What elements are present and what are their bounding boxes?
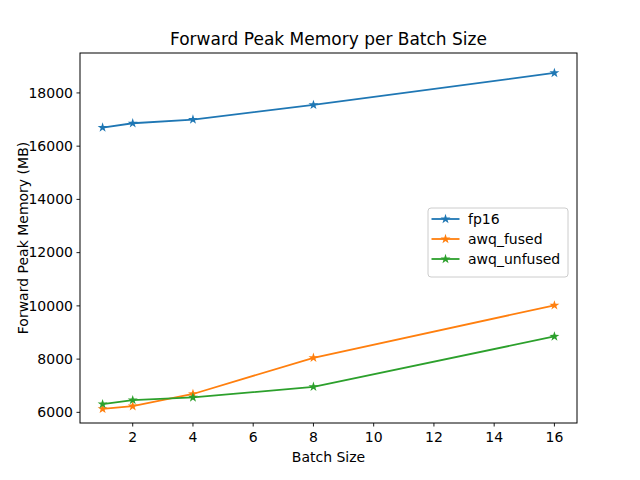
plot-area: 2 4 6 8 10 12 14 16 6000 8000 10000 12000 14000 16000… [0, 0, 640, 480]
markers-fp16 [98, 68, 560, 132]
y-tick-label: 12000 [28, 244, 73, 260]
markers-awq_unfused [98, 331, 560, 408]
chart-title: Forward Peak Memory per Batch Size [80, 30, 577, 49]
line-fp16 [103, 73, 555, 128]
line-awq_unfused [103, 336, 555, 404]
y-tick-label: 16000 [28, 138, 73, 154]
legend: fp16 awq_fused awq_unfused [428, 208, 568, 277]
y-axis-label: Forward Peak Memory (MB) [14, 0, 32, 478]
legend-label: awq_unfused [468, 251, 560, 267]
x-tick-label: 16 [545, 429, 563, 445]
star-marker [549, 300, 559, 309]
x-tick-label: 14 [485, 429, 503, 445]
y-tick-label: 14000 [28, 191, 73, 207]
x-tick-label: 10 [365, 429, 383, 445]
legend-label: fp16 [468, 211, 500, 227]
y-tick-label: 6000 [37, 404, 73, 420]
y-tick-label: 10000 [28, 298, 73, 314]
x-tick-label: 6 [249, 429, 258, 445]
star-marker [549, 331, 559, 340]
legend-label: awq_fused [468, 231, 543, 247]
line-awq_fused [103, 305, 555, 409]
x-tick-label: 4 [188, 429, 197, 445]
star-marker [549, 68, 559, 77]
x-tick-label: 8 [309, 429, 318, 445]
x-tick-label: 12 [425, 429, 443, 445]
y-tick-label: 8000 [37, 351, 73, 367]
figure: 2 4 6 8 10 12 14 16 6000 8000 10000 12000 14000 16000… [0, 0, 640, 480]
x-tick-label: 2 [128, 429, 137, 445]
markers-awq_fused [98, 300, 560, 413]
y-tick-label: 18000 [28, 85, 73, 101]
x-axis-label: Batch Size [80, 449, 577, 465]
